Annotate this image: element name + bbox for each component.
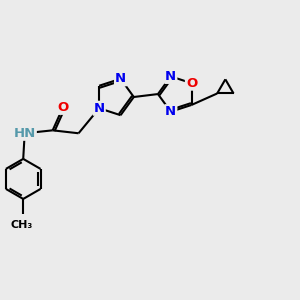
Text: N: N [165, 70, 176, 83]
Text: O: O [57, 101, 69, 114]
Text: N: N [165, 105, 176, 118]
Text: N: N [94, 102, 105, 115]
Text: CH₃: CH₃ [11, 220, 33, 230]
Text: O: O [186, 77, 197, 90]
Text: N: N [115, 72, 126, 85]
Text: HN: HN [14, 127, 36, 140]
